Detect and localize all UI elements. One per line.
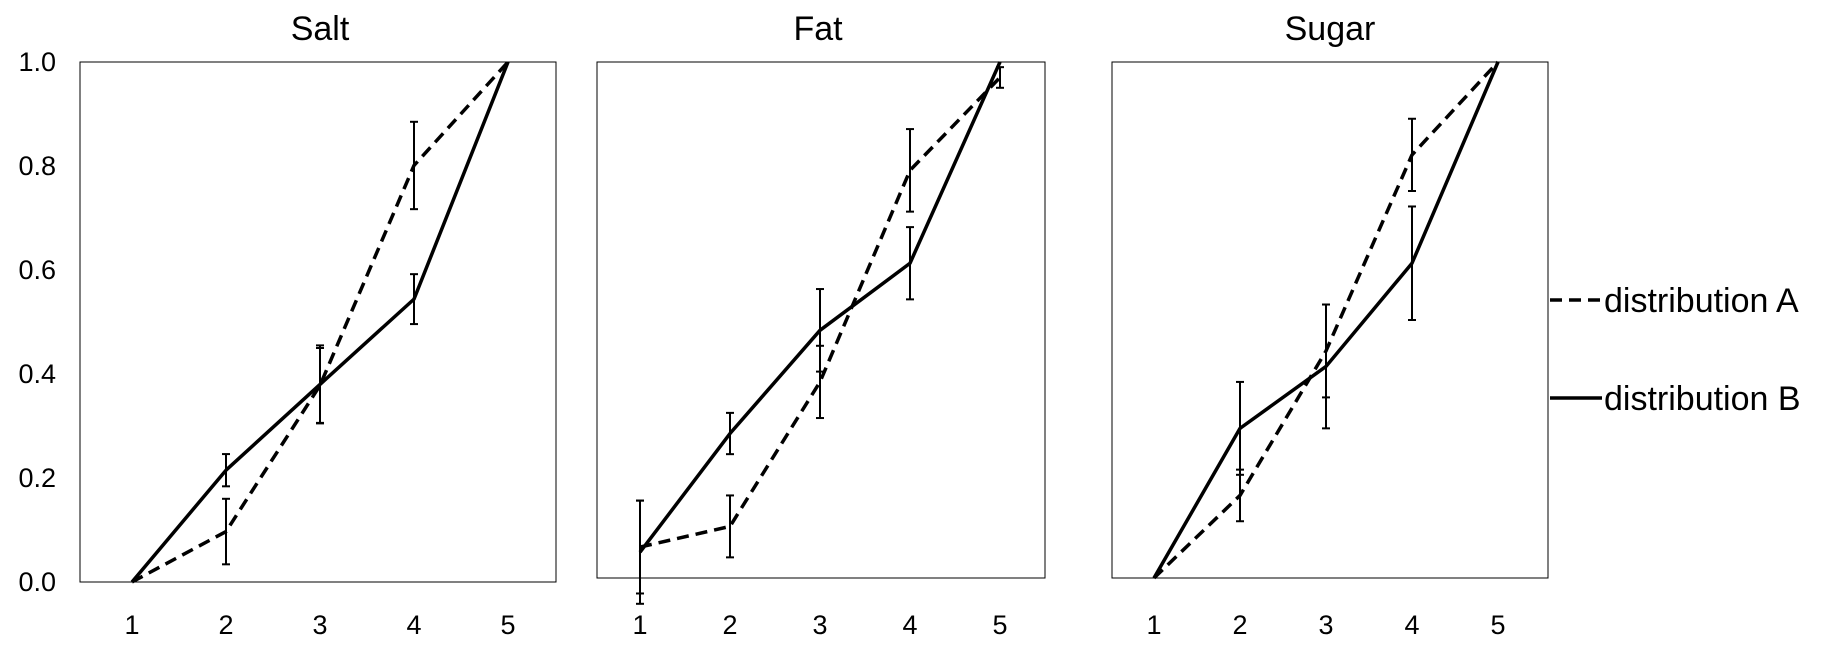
panel-title: Salt <box>291 10 350 48</box>
y-tick-label: 0.6 <box>18 255 56 285</box>
x-tick-label: 3 <box>812 610 827 640</box>
legend: distribution A distribution B <box>1550 282 1801 418</box>
series-line-distribution-A <box>639 76 1002 549</box>
y-tick-label: 0.0 <box>18 567 56 597</box>
series-line-distribution-B <box>130 61 510 584</box>
plot-frame <box>1111 61 1549 579</box>
plot-frame <box>596 61 1046 579</box>
x-tick-label: 1 <box>1146 610 1161 640</box>
panel-fat: Fat 1 2 3 4 5 <box>596 10 1046 640</box>
x-tick-label: 4 <box>1404 610 1419 640</box>
panel-title: Fat <box>793 10 843 48</box>
panel-sugar: Sugar 1 2 3 4 5 <box>1111 10 1549 640</box>
y-tick-label: 0.4 <box>18 359 56 389</box>
x-tick-label: 5 <box>500 610 515 640</box>
y-tick-label: 0.8 <box>18 151 56 181</box>
legend-label: distribution A <box>1604 282 1799 320</box>
x-tick-label: 5 <box>992 610 1007 640</box>
x-tick-label: 2 <box>722 610 737 640</box>
y-tick-label: 1.0 <box>18 47 56 77</box>
x-tick-label: 5 <box>1490 610 1505 640</box>
plot-frame <box>79 61 557 583</box>
legend-label: distribution B <box>1604 380 1801 418</box>
x-tick-label: 2 <box>218 610 233 640</box>
x-tick-label: 4 <box>902 610 917 640</box>
x-tick-label: 1 <box>124 610 139 640</box>
x-tick-label: 3 <box>312 610 327 640</box>
y-tick-label: 0.2 <box>18 463 56 493</box>
series-line-distribution-A <box>131 60 510 584</box>
x-tick-label: 3 <box>1318 610 1333 640</box>
x-tick-label: 4 <box>406 610 421 640</box>
x-tick-label: 1 <box>632 610 647 640</box>
x-tick-label: 2 <box>1232 610 1247 640</box>
panel-salt: Salt 0.0 0.2 0.4 0.6 0.8 1.0 1 2 3 4 5 <box>18 10 557 640</box>
panel-title: Sugar <box>1285 10 1376 48</box>
